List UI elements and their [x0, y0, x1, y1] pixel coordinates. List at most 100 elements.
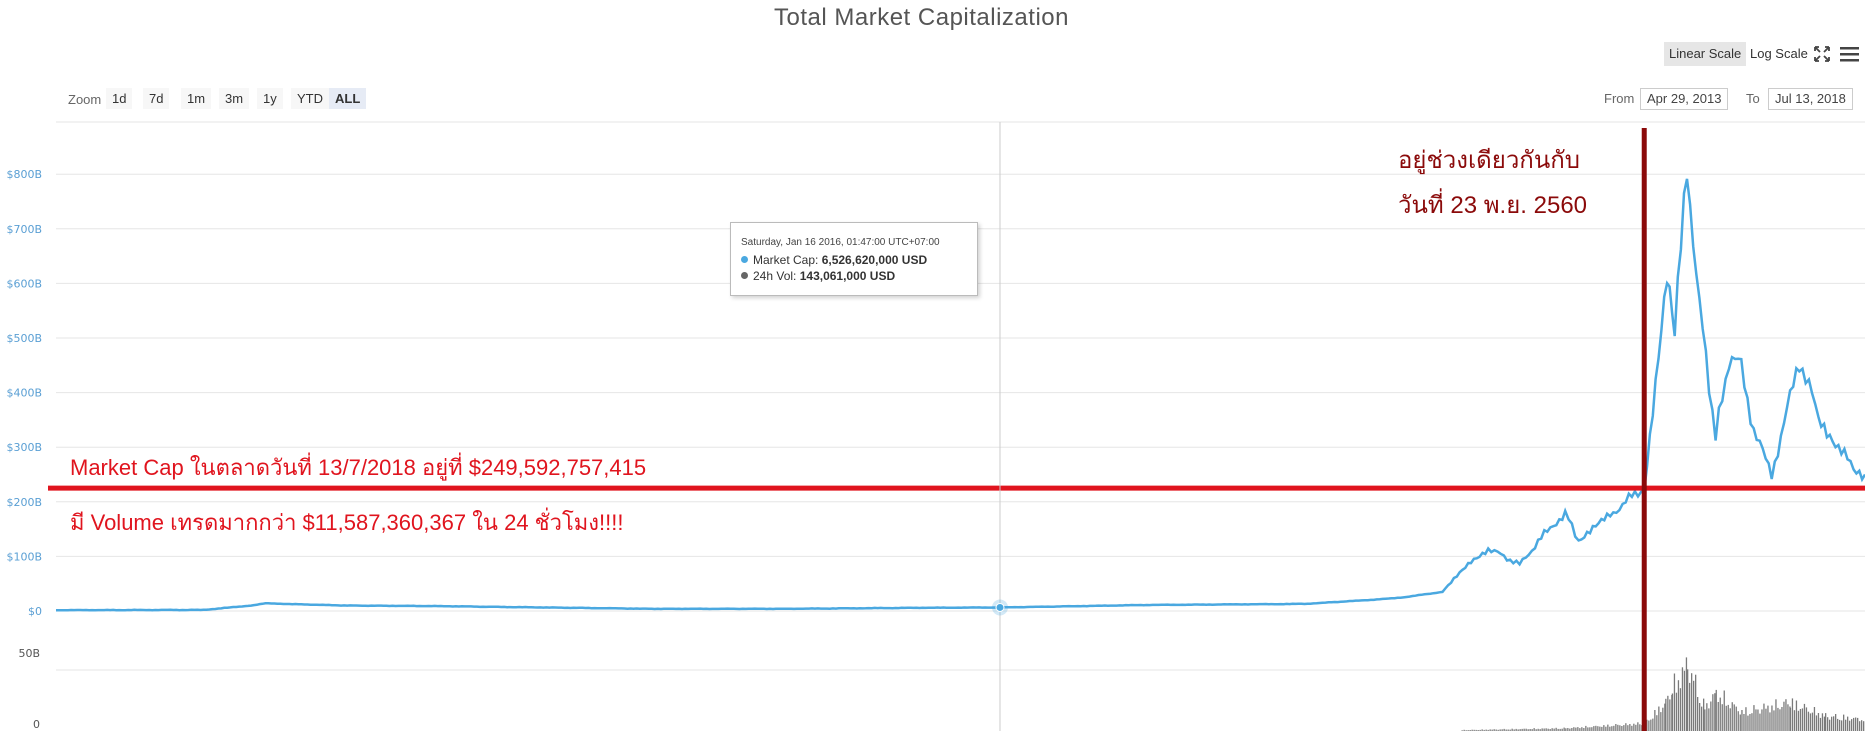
volume-bar — [1699, 703, 1701, 731]
volume-bar — [1735, 706, 1737, 731]
volume-bar — [1543, 728, 1545, 731]
volume-bar — [1703, 698, 1705, 731]
hamburger-menu-icon[interactable] — [1840, 46, 1859, 62]
volume-bar — [1710, 701, 1712, 731]
volume-bar — [1745, 707, 1747, 731]
y-tick-label: $200B — [6, 496, 42, 509]
volume-dot-icon — [741, 272, 748, 279]
volume-bar — [1855, 717, 1857, 731]
volume-bar — [1723, 690, 1725, 731]
volume-bar — [1553, 728, 1555, 731]
market-cap-series — [56, 178, 1865, 612]
volume-bar — [1833, 716, 1835, 731]
log-scale-button[interactable]: Log Scale — [1750, 46, 1808, 61]
volume-bar — [1535, 729, 1537, 731]
volume-bar — [1491, 729, 1493, 731]
volume-bar — [1654, 710, 1656, 731]
volume-bar — [1819, 717, 1822, 731]
volume-bar — [1843, 714, 1845, 731]
volume-bar — [1671, 693, 1674, 731]
volume-bar — [1817, 713, 1820, 731]
volume-bar — [1791, 698, 1794, 731]
volume-bar — [1857, 717, 1859, 731]
volume-bar — [1601, 726, 1603, 731]
volume-bar — [1591, 727, 1593, 731]
volume-bar — [1807, 711, 1810, 731]
zoom-1m-button[interactable]: 1m — [181, 88, 212, 109]
crosshair-point — [995, 602, 1005, 612]
volume-bar — [1737, 711, 1739, 731]
volume-bar — [1691, 673, 1693, 731]
volume-bar — [1747, 715, 1749, 731]
volume-bar — [1765, 708, 1767, 731]
zoom-1y-button[interactable]: 1y — [257, 88, 283, 109]
volume-bar — [1563, 727, 1565, 731]
volume-bar — [1565, 728, 1567, 731]
zoom-all-button[interactable]: ALL — [329, 88, 367, 109]
zoom-1d-button[interactable]: 1d — [106, 88, 133, 109]
volume-bar — [1521, 728, 1523, 731]
volume-bar — [1821, 713, 1824, 731]
volume-bar — [1727, 704, 1729, 731]
y-tick-label: $400B — [6, 387, 42, 400]
volume-bar — [1839, 719, 1841, 731]
volume-bar — [1623, 725, 1625, 731]
volume-bar — [1501, 729, 1503, 731]
linear-scale-button[interactable]: Linear Scale — [1664, 42, 1747, 66]
volume-bar — [1721, 704, 1723, 731]
volume-bar — [1639, 724, 1641, 731]
volume-bar — [1507, 729, 1509, 731]
chart-tooltip: Saturday, Jan 16 2016, 01:47:00 UTC+07:0… — [730, 222, 978, 296]
volume-bar — [1785, 699, 1787, 731]
volume-bar — [1603, 725, 1605, 731]
volume-bar — [1631, 725, 1633, 731]
volume-bar — [1607, 724, 1609, 731]
fullscreen-icon[interactable] — [1814, 46, 1830, 62]
zoom-3m-button[interactable]: 3m — [219, 88, 250, 109]
volume-bar — [1777, 707, 1779, 731]
volume-bar — [1813, 707, 1816, 731]
volume-bar — [1541, 728, 1543, 731]
volume-bar — [1719, 697, 1721, 731]
volume-bar — [1767, 705, 1769, 731]
volume-bar — [1599, 726, 1601, 731]
volume-bar — [1519, 729, 1521, 731]
from-date-input[interactable]: Apr 29, 2013 — [1640, 88, 1729, 110]
volume-bar — [1695, 674, 1697, 731]
volume-bar — [1847, 716, 1849, 731]
volume-bar — [1497, 729, 1499, 731]
volume-bar — [1471, 729, 1473, 731]
tooltip-volume-row: 24h Vol: 143,061,000 USD — [741, 269, 895, 283]
volume-bar — [1569, 728, 1571, 731]
volume-bar — [1561, 728, 1563, 731]
volume-bar — [1648, 720, 1650, 731]
volume-bar — [1581, 727, 1583, 731]
volume-bar — [1763, 703, 1765, 731]
volume-bar — [1797, 710, 1800, 731]
volume-bar — [1827, 717, 1829, 731]
market-cap-dot-icon — [741, 256, 748, 263]
y-tick-label: $800B — [6, 168, 42, 181]
volume-bar — [1664, 703, 1666, 731]
volume-bar — [1731, 702, 1733, 731]
volume-bar — [1757, 709, 1759, 731]
volume-bar — [1555, 727, 1557, 731]
to-date-input[interactable]: Jul 13, 2018 — [1768, 88, 1853, 110]
volume-bar — [1557, 728, 1559, 731]
zoom-7d-button[interactable]: 7d — [143, 88, 170, 109]
volume-bar — [1495, 729, 1497, 731]
tooltip-market-cap-row: Market Cap: 6,526,620,000 USD — [741, 253, 927, 267]
market-cap-annotation: Market Cap ในตลาดวันที่ 13/7/2018 อยู่ที… — [70, 455, 647, 480]
volume-bar — [1525, 728, 1527, 731]
volume-bar — [1646, 719, 1648, 731]
volume-bar — [1729, 708, 1731, 731]
volume-bar — [1811, 712, 1814, 731]
volume-bar — [1697, 697, 1699, 731]
to-label: To — [1746, 91, 1760, 106]
zoom-ytd-button[interactable]: YTD — [291, 88, 329, 109]
from-label: From — [1604, 91, 1635, 106]
volume-bar — [1549, 729, 1551, 731]
volume-bar — [1539, 729, 1541, 731]
volume-bar — [1629, 724, 1631, 731]
